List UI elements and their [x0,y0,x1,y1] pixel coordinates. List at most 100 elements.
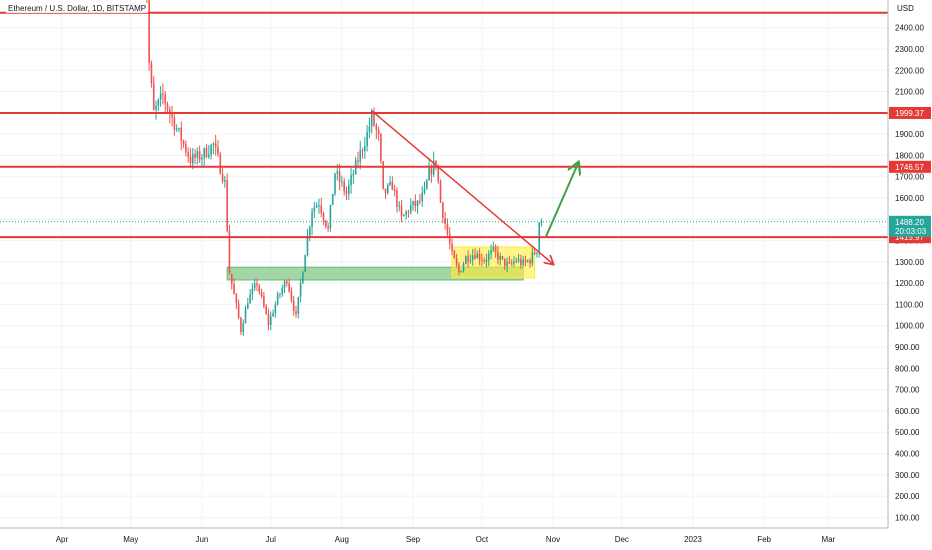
candle [464,256,467,264]
candle [325,220,327,227]
candle [476,253,479,259]
candle [217,147,219,155]
candle [327,226,329,229]
candle [166,103,169,110]
price-axis-bg [888,0,932,550]
candle [180,128,183,142]
candle [382,161,384,189]
candle [302,272,304,284]
candle [398,205,401,207]
candle [506,261,508,267]
candle [497,251,499,260]
y-tick-label: 700.00 [895,386,920,395]
candle [168,109,171,114]
x-tick-label: Oct [476,535,489,544]
candle [297,296,300,315]
candle [247,303,249,309]
candle [370,111,373,127]
candle [526,260,529,262]
candle [178,128,180,130]
candle [357,160,359,162]
candle [352,174,355,176]
x-tick-label: Aug [335,535,349,544]
x-tick-label: Dec [615,535,629,544]
y-tick-label: 500.00 [895,428,920,437]
candle [471,255,474,260]
candle [295,311,297,315]
candle [520,259,522,265]
candle [435,160,437,166]
candle [267,313,270,326]
candle [386,184,389,193]
candle [364,146,366,151]
price-level-tag-text: 1999.37 [895,109,924,118]
x-tick-label: Sep [406,535,421,544]
price-level-tag-text: 1746.57 [895,163,924,172]
candle [391,181,394,190]
candle [311,211,313,227]
candle [205,148,208,157]
projection-arrow [545,163,578,237]
y-tick-label: 800.00 [895,364,920,373]
candle [508,261,511,263]
candle [308,226,311,236]
chart-title: Ethereum / U.S. Dollar, 1D, BITSTAMP [6,4,149,13]
y-tick-label: 1800.00 [895,151,924,160]
candle [455,258,458,265]
candle [235,294,238,304]
y-tick-label: 2400.00 [895,24,924,33]
candle [313,207,316,212]
candle [481,259,483,261]
candle [373,111,375,126]
y-tick-label: 2200.00 [895,66,924,75]
candle [208,154,210,157]
candle [396,189,398,207]
time-axis-bg [0,528,932,550]
x-tick-label: 2023 [684,535,702,544]
candle [242,323,245,333]
candle [265,306,267,314]
candle [419,200,421,202]
candle [256,283,258,286]
x-tick-label: Nov [546,535,560,544]
y-tick-label: 1100.00 [895,300,924,309]
candle [281,288,284,294]
y-tick-label: 2100.00 [895,88,924,97]
candle [233,283,235,295]
y-tick-label: 100.00 [895,513,920,522]
candle [189,156,192,164]
candle [203,148,206,158]
candle [405,211,407,215]
price-level-tag [889,106,931,119]
candle [529,260,531,264]
candle [412,201,414,206]
candle [425,180,428,189]
candle [540,221,543,223]
candle [299,283,302,297]
candle [148,0,150,64]
y-tick-label: 400.00 [895,449,920,458]
candle [478,253,481,260]
y-tick-label: 900.00 [895,343,920,352]
candle [501,256,504,259]
candle [182,141,185,144]
candle [260,292,263,297]
y-tick-label: 600.00 [895,407,920,416]
candle [403,214,405,217]
candle [437,165,440,182]
y-tick-label: 1600.00 [895,194,924,203]
candle [350,175,352,185]
y-tick-label: 1200.00 [895,279,924,288]
candle [409,205,412,213]
candle [400,205,403,217]
candle [517,259,520,261]
candle [347,184,350,194]
candle [288,283,290,292]
x-tick-label: Jul [266,535,276,544]
candle [423,188,426,193]
candle [533,252,536,255]
y-tick-label: 1900.00 [895,130,924,139]
candle [219,154,222,174]
